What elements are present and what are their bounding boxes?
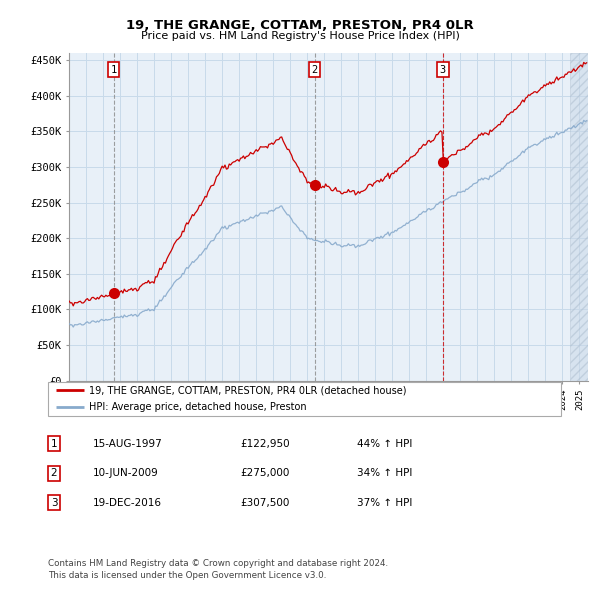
FancyBboxPatch shape [48, 382, 561, 416]
Text: £307,500: £307,500 [240, 498, 289, 507]
Text: Contains HM Land Registry data © Crown copyright and database right 2024.: Contains HM Land Registry data © Crown c… [48, 559, 388, 568]
Text: £122,950: £122,950 [240, 439, 290, 448]
Text: 1: 1 [110, 64, 117, 74]
Text: 19-DEC-2016: 19-DEC-2016 [93, 498, 162, 507]
Text: HPI: Average price, detached house, Preston: HPI: Average price, detached house, Pres… [89, 402, 307, 412]
Text: 37% ↑ HPI: 37% ↑ HPI [357, 498, 412, 507]
Text: 2: 2 [50, 468, 58, 478]
Text: 3: 3 [50, 498, 58, 507]
Text: Price paid vs. HM Land Registry's House Price Index (HPI): Price paid vs. HM Land Registry's House … [140, 31, 460, 41]
Text: 19, THE GRANGE, COTTAM, PRESTON, PR4 0LR (detached house): 19, THE GRANGE, COTTAM, PRESTON, PR4 0LR… [89, 385, 407, 395]
Text: 44% ↑ HPI: 44% ↑ HPI [357, 439, 412, 448]
Text: 1: 1 [50, 439, 58, 448]
Text: 10-JUN-2009: 10-JUN-2009 [93, 468, 159, 478]
Text: 19, THE GRANGE, COTTAM, PRESTON, PR4 0LR: 19, THE GRANGE, COTTAM, PRESTON, PR4 0LR [126, 19, 474, 32]
Text: 15-AUG-1997: 15-AUG-1997 [93, 439, 163, 448]
Text: This data is licensed under the Open Government Licence v3.0.: This data is licensed under the Open Gov… [48, 571, 326, 579]
Text: 3: 3 [440, 64, 446, 74]
Text: 34% ↑ HPI: 34% ↑ HPI [357, 468, 412, 478]
Bar [569, 53, 588, 381]
Text: £275,000: £275,000 [240, 468, 289, 478]
Text: 2: 2 [311, 64, 318, 74]
